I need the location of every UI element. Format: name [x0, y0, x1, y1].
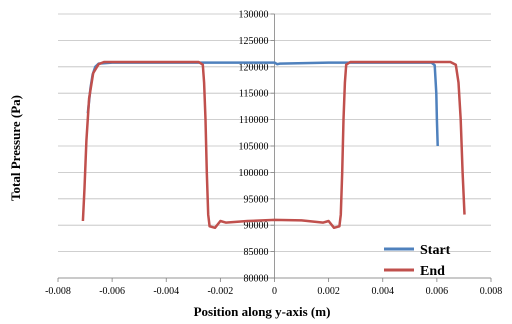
x-tick-label: -0.004: [153, 286, 179, 297]
x-tick-label: -0.006: [99, 286, 125, 297]
x-tick-label: 0.006: [426, 286, 449, 297]
series-line-end: [81, 60, 466, 230]
legend-label-start: Start: [420, 243, 451, 258]
x-tick-label: 0.002: [317, 286, 340, 297]
y-tick-label: 115000: [239, 89, 269, 100]
y-tick-labels: 80000 85000 90000 95000 100000 105000 110000 11…: [239, 10, 269, 285]
axes: [57, 13, 492, 282]
series-lines: [81, 60, 466, 230]
y-tick-label: 105000: [239, 142, 269, 153]
y-tick-label: 110000: [239, 115, 269, 126]
x-tick-label: 0: [272, 286, 277, 297]
y-tick-label: 120000: [239, 62, 269, 73]
series-line-start: [86, 61, 439, 147]
y-tick-label: 80000: [244, 274, 269, 285]
y-tick-label: 90000: [244, 221, 269, 232]
x-tick-label: -0.008: [45, 286, 71, 297]
legend: Start End: [384, 243, 451, 279]
x-tick-label: -0.002: [207, 286, 233, 297]
y-tick-label: 100000: [239, 168, 269, 179]
y-tick-label: 85000: [244, 247, 269, 258]
x-tick-label: 0.004: [372, 286, 395, 297]
x-axis-title: Position along y-axis (m): [194, 304, 331, 319]
y-axis-title: Total Pressure (Pa): [8, 95, 23, 201]
y-tick-label: 130000: [239, 10, 269, 21]
x-tick-label: 0.008: [480, 286, 503, 297]
legend-label-end: End: [420, 264, 445, 279]
y-tick-label: 125000: [239, 36, 269, 47]
x-tick-labels: -0.008 -0.006 -0.004 -0.002 0 0.002 0.004 0.006…: [45, 286, 502, 297]
y-tick-label: 95000: [244, 194, 269, 205]
